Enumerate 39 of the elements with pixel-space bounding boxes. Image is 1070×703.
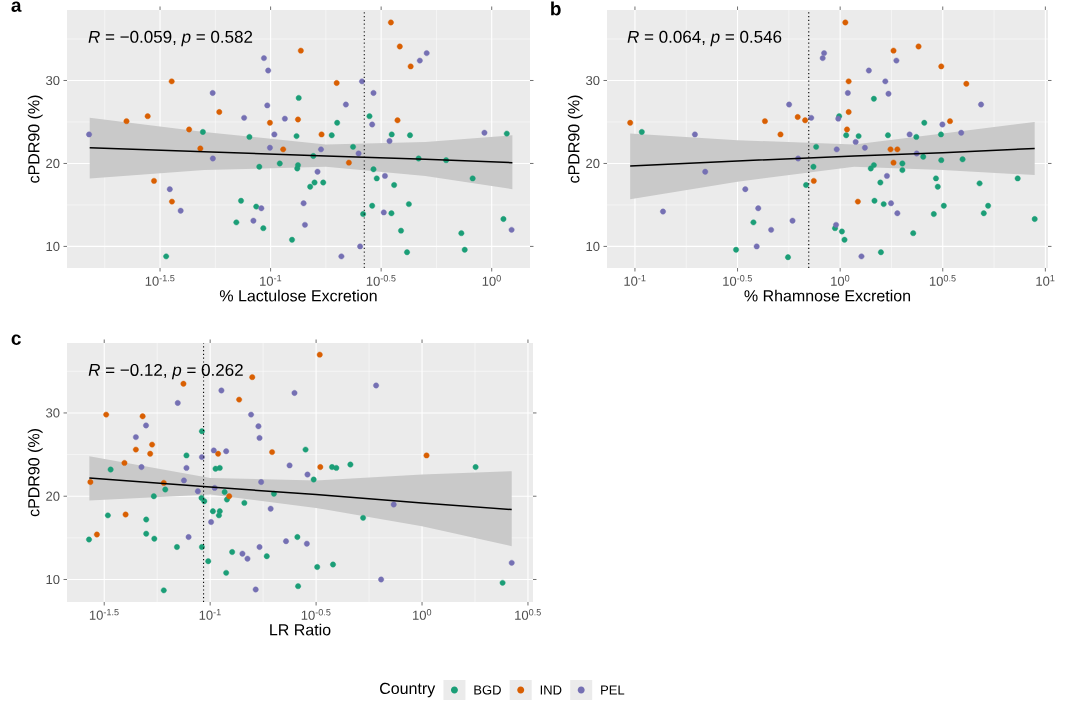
y-axis-title: cPDR90 (%) <box>27 95 43 183</box>
y-tick-label: 30 <box>46 408 60 418</box>
annotation: R = 0.064, p = 0.546 <box>627 30 782 47</box>
chart-title: a <box>11 1 22 12</box>
annotation: R = −0.059, p = 0.582 <box>88 30 253 47</box>
y-tick-label: 20 <box>586 158 600 169</box>
x-tick-label: 10$^{-1}$ <box>199 609 221 620</box>
x-tick-label: 10$^{0.5}$ <box>929 275 956 286</box>
x-tick-label: 10$^{-0.5}$ <box>301 609 331 620</box>
chart-title: b <box>551 1 561 16</box>
x-tick-label: 10$^{-0.5}$ <box>366 275 396 286</box>
legend-label: PEL <box>601 685 625 695</box>
x-tick-label: 10$^{-1}$ <box>260 275 282 286</box>
x-axis-title: LR Ratio <box>270 623 331 636</box>
x-tick-label: 10$^{-0.5}$ <box>723 275 752 286</box>
x-tick-label: 10$^{-1}$ <box>624 275 646 286</box>
y-tick-label: 10 <box>46 574 60 585</box>
x-tick-label: 10$^{-1.5}$ <box>89 609 119 620</box>
y-tick-label: 20 <box>46 491 60 501</box>
x-axis-title: % Lactulose Excretion <box>219 289 377 302</box>
y-tick-label: 20 <box>46 158 60 169</box>
annotation: R = −0.12, p = 0.262 <box>88 363 243 380</box>
y-tick-label: 10 <box>586 241 600 252</box>
legend-title: Country <box>380 682 436 698</box>
x-tick-label: 10$^{0}$ <box>413 609 432 620</box>
legend-label: IND <box>540 685 562 695</box>
x-tick-label: 10$^{0}$ <box>482 275 501 286</box>
chart-title: c <box>11 334 21 345</box>
y-axis-title: cPDR90 (%) <box>567 95 583 183</box>
x-axis-title: % Rhamnose Excretion <box>744 289 911 302</box>
x-tick-label: 10$^{0}$ <box>831 275 850 286</box>
y-axis-title: cPDR90 (%) <box>27 429 43 517</box>
y-tick-label: 30 <box>586 75 600 86</box>
legend-label: BGD <box>474 685 501 695</box>
x-tick-label: 10$^{0.5}$ <box>515 609 541 620</box>
x-tick-label: 10$^{-1.5}$ <box>145 275 175 286</box>
y-tick-label: 30 <box>46 75 60 86</box>
x-tick-label: 10$^{1}$ <box>1036 275 1055 286</box>
y-tick-label: 10 <box>46 241 60 252</box>
